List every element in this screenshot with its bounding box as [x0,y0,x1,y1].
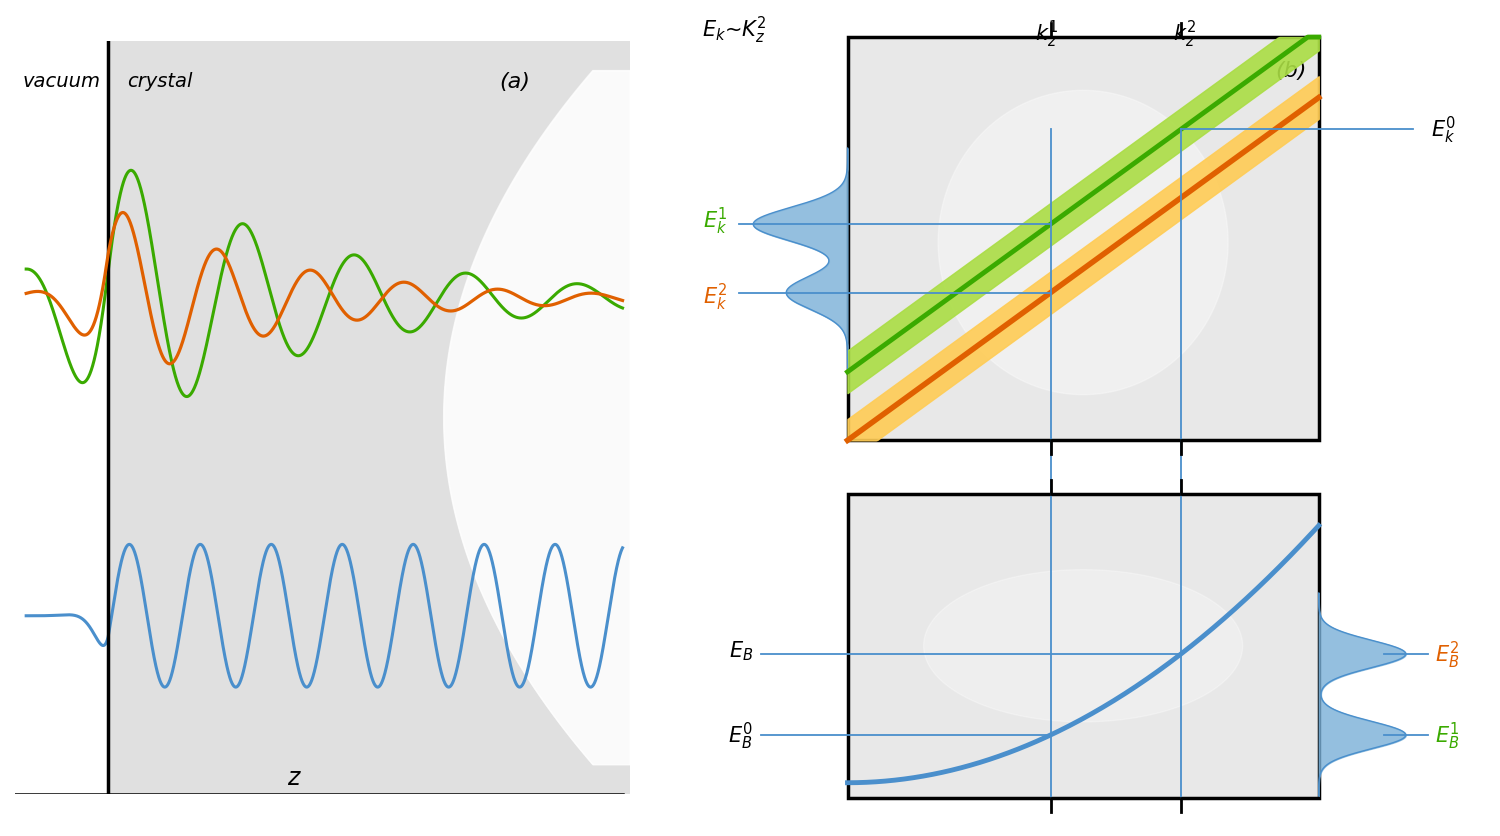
Text: $E_B$: $E_B$ [729,639,753,662]
Bar [847,494,1318,798]
Text: $E_k^0$: $E_k^0$ [1431,115,1456,145]
Text: vacuum: vacuum [22,72,100,90]
Text: crystal: crystal [128,72,192,90]
Polygon shape [444,72,630,764]
Text: $E_B^1$: $E_B^1$ [1434,720,1460,751]
Text: $k_z^2$: $k_z^2$ [1173,19,1197,50]
Text: $k_z^1$: $k_z^1$ [1035,19,1059,50]
Text: (b): (b) [1275,61,1306,81]
Polygon shape [938,91,1228,395]
Text: $E_k^2$: $E_k^2$ [704,282,728,313]
Text: $E_k$~$K_z^2$: $E_k$~$K_z^2$ [702,15,768,46]
Text: (a): (a) [500,72,531,91]
Text: $E_B^0$: $E_B^0$ [728,720,753,751]
Bar [847,38,1318,441]
Text: $z$: $z$ [286,765,302,789]
Polygon shape [924,570,1242,722]
Bar [108,42,630,794]
Text: $E_k^1$: $E_k^1$ [704,206,728,237]
Text: $E_B^2$: $E_B^2$ [1434,639,1460,670]
